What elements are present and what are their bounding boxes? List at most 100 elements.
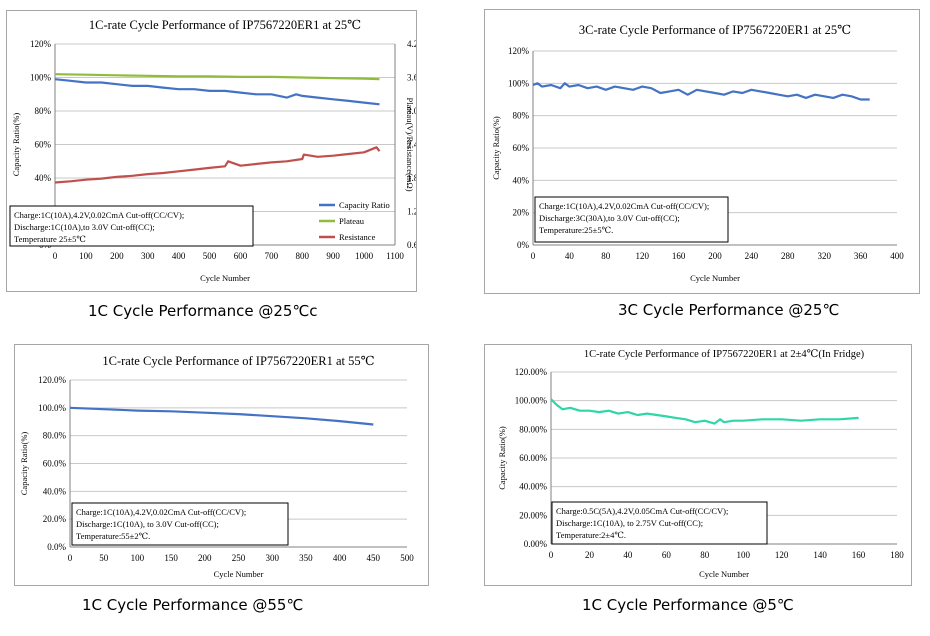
chart-title: 3C-rate Cycle Performance of IP7567220ER… xyxy=(579,23,851,37)
y-tick-label: 120% xyxy=(30,39,52,49)
y-tick-label: 100.0% xyxy=(38,403,66,413)
y-tick-label: 20% xyxy=(513,208,530,218)
y-tick-label: 80% xyxy=(35,106,52,116)
y2-tick-label: 2.4 xyxy=(407,140,416,150)
x-tick-label: 0 xyxy=(68,553,73,563)
chart-1c-55c: 1C-rate Cycle Performance of IP7567220ER… xyxy=(19,354,414,579)
condition-text: Charge:1C(10A),4.2V,0.02CmA Cut-off(CC/C… xyxy=(539,201,709,211)
x-tick-label: 50 xyxy=(99,553,109,563)
x-tick-label: 200 xyxy=(708,251,722,261)
series-line-capacity-ratio xyxy=(54,78,380,106)
chart-1c-25c: 1C-rate Cycle Performance of IP7567220ER… xyxy=(9,18,416,283)
x-tick-label: 300 xyxy=(141,251,155,261)
condition-text: Charge:1C(10A),4.2V,0.02CmA Cut-off(CC/C… xyxy=(76,507,246,517)
y-tick-label: 0% xyxy=(517,240,530,250)
x-tick-label: 1100 xyxy=(386,251,404,261)
y-tick-label: 40.0% xyxy=(43,486,67,496)
y2-tick-label: 3.0 xyxy=(407,106,416,116)
x-tick-label: 400 xyxy=(172,251,186,261)
y-tick-label: 80% xyxy=(513,111,530,121)
x-tick-label: 160 xyxy=(852,550,866,560)
chart-panel-2: 3C-rate Cycle Performance of IP7567220ER… xyxy=(484,9,920,294)
y-tick-label: 20.00% xyxy=(519,510,547,520)
condition-box xyxy=(534,196,729,243)
y-tick-label: 60% xyxy=(35,140,52,150)
x-tick-label: 40 xyxy=(565,251,575,261)
caption-1c-25c: 1C Cycle Performance @25℃c xyxy=(88,302,318,320)
x-tick-label: 40 xyxy=(623,550,633,560)
condition-box xyxy=(9,205,254,247)
y-tick-label: 80.0% xyxy=(43,431,67,441)
condition-text: Temperature:25±5℃. xyxy=(539,225,613,235)
y2-tick-label: 0.6 xyxy=(407,240,416,250)
y2-tick-label: 1.2 xyxy=(407,207,416,217)
legend-label: Plateau xyxy=(339,216,365,226)
chart-panel-4: 1C-rate Cycle Performance of IP7567220ER… xyxy=(484,344,912,586)
series-line-capacity-ratio xyxy=(550,398,859,425)
y2-tick-label: 1.8 xyxy=(407,173,416,183)
condition-text: Discharge:1C(10A),to 3.0V Cut-off(CC); xyxy=(14,222,155,232)
x-tick-label: 320 xyxy=(817,251,831,261)
x-tick-label: 800 xyxy=(296,251,310,261)
x-tick-label: 120 xyxy=(635,251,649,261)
x-tick-label: 350 xyxy=(299,553,313,563)
x-tick-label: 200 xyxy=(110,251,124,261)
x-tick-label: 450 xyxy=(367,553,381,563)
legend-label: Resistance xyxy=(339,232,376,242)
chart-title: 1C-rate Cycle Performance of IP7567220ER… xyxy=(102,354,374,368)
condition-text: Charge:1C(10A),4.2V,0.02CmA Cut-off(CC/C… xyxy=(14,210,184,220)
x-tick-label: 100 xyxy=(131,553,145,563)
x-axis-label: Cycle Number xyxy=(690,273,740,283)
x-tick-label: 360 xyxy=(854,251,868,261)
condition-box xyxy=(551,501,768,545)
chart-title: 1C-rate Cycle Performance of IP7567220ER… xyxy=(89,18,361,32)
y-tick-label: 120% xyxy=(508,46,530,56)
chart-panel-1: 1C-rate Cycle Performance of IP7567220ER… xyxy=(6,10,417,292)
y-tick-label: 120.0% xyxy=(38,375,66,385)
chart-1c-5c: 1C-rate Cycle Performance of IP7567220ER… xyxy=(497,349,904,579)
x-axis-label: Cycle Number xyxy=(200,273,250,283)
y-tick-label: 40.00% xyxy=(519,482,547,492)
condition-text: Discharge:1C(10A), to 2.75V Cut-off(CC); xyxy=(556,518,703,528)
x-tick-label: 600 xyxy=(234,251,248,261)
y2-axis-label: Plateau(V)/Resistance(mΩ) xyxy=(405,97,415,191)
y-tick-label: 100% xyxy=(508,78,530,88)
y-axis-label: Capacity Ratio(%) xyxy=(491,116,501,180)
condition-text: Charge:0.5C(5A),4.2V,0.05CmA Cut-off(CC/… xyxy=(556,506,728,516)
y-axis-label: Capacity Ratio(%) xyxy=(19,432,29,496)
x-tick-label: 300 xyxy=(265,553,279,563)
y-tick-label: 60.0% xyxy=(43,459,67,469)
chart-title: 1C-rate Cycle Performance of IP7567220ER… xyxy=(584,349,865,360)
y2-tick-label: 3.6 xyxy=(407,73,416,83)
caption-1c-55c: 1C Cycle Performance @55℃ xyxy=(82,596,304,614)
y-tick-label: 80.00% xyxy=(519,424,547,434)
condition-text: Discharge:3C(30A),to 3.0V Cut-off(CC); xyxy=(539,213,680,223)
condition-box xyxy=(71,502,289,546)
caption-1c-5c: 1C Cycle Performance @5℃ xyxy=(582,596,794,614)
x-tick-label: 1000 xyxy=(355,251,374,261)
x-tick-label: 100 xyxy=(736,550,750,560)
x-tick-label: 160 xyxy=(672,251,686,261)
y-tick-label: 40% xyxy=(513,175,530,185)
x-tick-label: 80 xyxy=(601,251,611,261)
chart-panel-3: 1C-rate Cycle Performance of IP7567220ER… xyxy=(14,344,429,586)
series-line-capacity-ratio xyxy=(532,82,870,101)
condition-text: Temperature:2±4℃. xyxy=(556,530,626,540)
series-line-capacity-ratio xyxy=(69,406,374,426)
condition-text: Temperature 25±5℃ xyxy=(14,234,86,244)
x-axis-label: Cycle Number xyxy=(214,569,264,579)
x-tick-label: 100 xyxy=(79,251,93,261)
y-tick-label: 0.0% xyxy=(47,542,66,552)
x-tick-label: 120 xyxy=(775,550,789,560)
x-tick-label: 700 xyxy=(265,251,279,261)
x-tick-label: 80 xyxy=(700,550,710,560)
x-tick-label: 250 xyxy=(232,553,246,563)
y-tick-label: 40% xyxy=(35,173,52,183)
y-tick-label: 100% xyxy=(30,73,52,83)
y2-tick-label: 4.2 xyxy=(407,39,416,49)
y-tick-label: 60% xyxy=(513,143,530,153)
x-tick-label: 180 xyxy=(890,550,904,560)
y-tick-label: 60.00% xyxy=(519,453,547,463)
x-tick-label: 400 xyxy=(890,251,904,261)
legend-label: Capacity Ratio xyxy=(339,200,390,210)
